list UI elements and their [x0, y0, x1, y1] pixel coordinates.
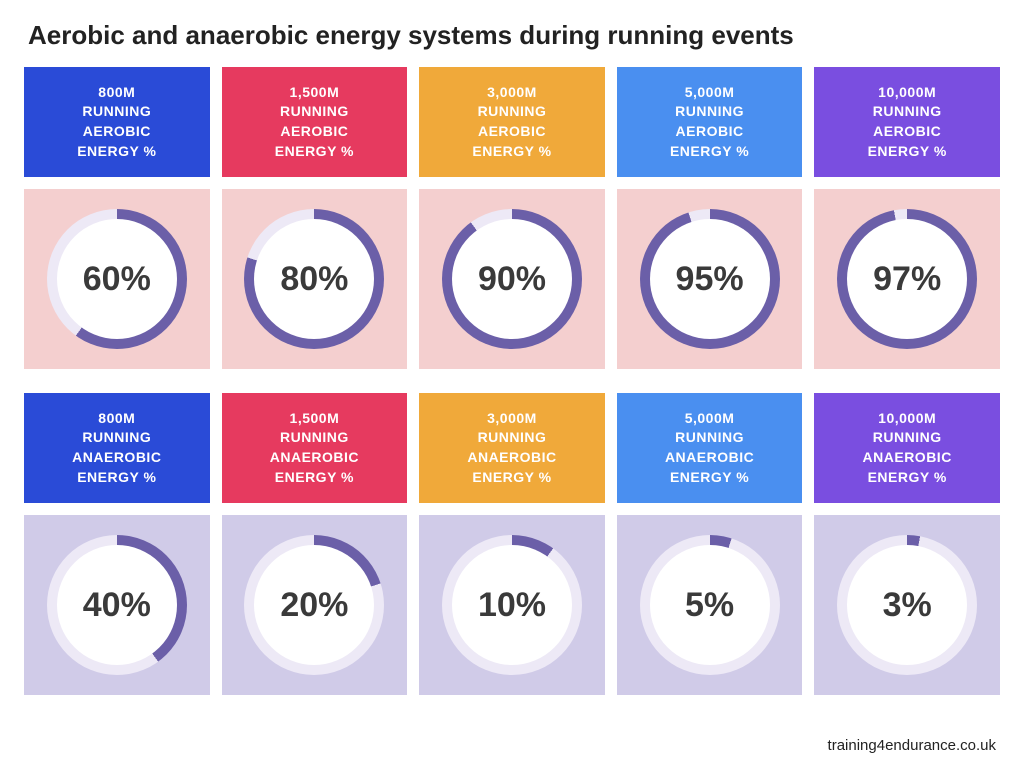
chart-card: 20%: [222, 515, 408, 695]
header-line-distance: 5,000M: [685, 83, 735, 103]
donut-chart: 60%: [47, 209, 187, 349]
header-line-energy: ENERGY %: [868, 468, 947, 488]
header-card: 800MRUNNINGAEROBICENERGY %: [24, 67, 210, 177]
header-card: 5,000MRUNNINGAEROBICENERGY %: [617, 67, 803, 177]
donut-percentage: 97%: [837, 209, 977, 349]
header-line-type: AEROBIC: [280, 122, 348, 142]
header-line-running: RUNNING: [82, 102, 151, 122]
donut-percentage: 95%: [640, 209, 780, 349]
donut-percentage: 40%: [47, 535, 187, 675]
header-line-running: RUNNING: [280, 102, 349, 122]
chart-card: 80%: [222, 189, 408, 369]
header-line-distance: 800M: [98, 83, 135, 103]
header-line-energy: ENERGY %: [77, 142, 156, 162]
header-card: 10,000MRUNNINGAEROBICENERGY %: [814, 67, 1000, 177]
header-row: 800MRUNNINGAEROBICENERGY %1,500MRUNNINGA…: [24, 67, 1000, 177]
header-line-distance: 800M: [98, 409, 135, 429]
chart-card: 60%: [24, 189, 210, 369]
header-line-running: RUNNING: [873, 102, 942, 122]
header-line-running: RUNNING: [478, 102, 547, 122]
aerobic-section: 800MRUNNINGAEROBICENERGY %1,500MRUNNINGA…: [24, 67, 1000, 369]
header-line-distance: 10,000M: [878, 83, 936, 103]
donut-chart: 97%: [837, 209, 977, 349]
header-line-energy: ENERGY %: [868, 142, 947, 162]
header-line-energy: ENERGY %: [77, 468, 156, 488]
header-line-energy: ENERGY %: [472, 142, 551, 162]
header-row: 800MRUNNINGANAEROBICENERGY %1,500MRUNNIN…: [24, 393, 1000, 503]
header-line-running: RUNNING: [280, 428, 349, 448]
header-card: 800MRUNNINGANAEROBICENERGY %: [24, 393, 210, 503]
header-line-distance: 1,500M: [290, 409, 340, 429]
chart-card: 97%: [814, 189, 1000, 369]
chart-card: 40%: [24, 515, 210, 695]
donut-chart: 80%: [244, 209, 384, 349]
header-card: 5,000MRUNNINGANAEROBICENERGY %: [617, 393, 803, 503]
header-line-type: ANAEROBIC: [467, 448, 556, 468]
header-line-running: RUNNING: [478, 428, 547, 448]
donut-chart: 20%: [244, 535, 384, 675]
header-line-energy: ENERGY %: [472, 468, 551, 488]
header-line-type: ANAEROBIC: [665, 448, 754, 468]
header-line-running: RUNNING: [82, 428, 151, 448]
source-attribution: training4endurance.co.uk: [828, 737, 996, 754]
header-line-type: AEROBIC: [676, 122, 744, 142]
donut-percentage: 3%: [837, 535, 977, 675]
donut-percentage: 80%: [244, 209, 384, 349]
header-line-energy: ENERGY %: [670, 142, 749, 162]
header-line-energy: ENERGY %: [275, 142, 354, 162]
donut-percentage: 20%: [244, 535, 384, 675]
header-line-running: RUNNING: [873, 428, 942, 448]
header-card: 1,500MRUNNINGANAEROBICENERGY %: [222, 393, 408, 503]
header-line-distance: 5,000M: [685, 409, 735, 429]
chart-card: 3%: [814, 515, 1000, 695]
header-line-distance: 3,000M: [487, 83, 537, 103]
header-line-energy: ENERGY %: [670, 468, 749, 488]
chart-card: 95%: [617, 189, 803, 369]
header-line-distance: 3,000M: [487, 409, 537, 429]
header-line-running: RUNNING: [675, 428, 744, 448]
donut-percentage: 10%: [442, 535, 582, 675]
header-line-energy: ENERGY %: [275, 468, 354, 488]
header-card: 3,000MRUNNINGAEROBICENERGY %: [419, 67, 605, 177]
donut-percentage: 90%: [442, 209, 582, 349]
donut-chart: 90%: [442, 209, 582, 349]
donut-percentage: 60%: [47, 209, 187, 349]
page-title: Aerobic and anaerobic energy systems dur…: [28, 20, 1000, 51]
donut-chart: 40%: [47, 535, 187, 675]
donut-percentage: 5%: [640, 535, 780, 675]
header-line-type: AEROBIC: [83, 122, 151, 142]
header-line-type: AEROBIC: [873, 122, 941, 142]
header-line-type: ANAEROBIC: [72, 448, 161, 468]
donut-chart: 5%: [640, 535, 780, 675]
header-card: 1,500MRUNNINGAEROBICENERGY %: [222, 67, 408, 177]
anaerobic-section: 800MRUNNINGANAEROBICENERGY %1,500MRUNNIN…: [24, 393, 1000, 695]
chart-row: 40% 20% 10% 5% 3%: [24, 515, 1000, 695]
header-line-running: RUNNING: [675, 102, 744, 122]
header-line-type: ANAEROBIC: [270, 448, 359, 468]
chart-card: 5%: [617, 515, 803, 695]
header-line-type: AEROBIC: [478, 122, 546, 142]
header-card: 10,000MRUNNINGANAEROBICENERGY %: [814, 393, 1000, 503]
donut-chart: 10%: [442, 535, 582, 675]
chart-card: 10%: [419, 515, 605, 695]
header-line-distance: 1,500M: [290, 83, 340, 103]
header-card: 3,000MRUNNINGANAEROBICENERGY %: [419, 393, 605, 503]
chart-row: 60% 80% 90% 95% 97%: [24, 189, 1000, 369]
donut-chart: 95%: [640, 209, 780, 349]
chart-card: 90%: [419, 189, 605, 369]
header-line-distance: 10,000M: [878, 409, 936, 429]
header-line-type: ANAEROBIC: [863, 448, 952, 468]
donut-chart: 3%: [837, 535, 977, 675]
